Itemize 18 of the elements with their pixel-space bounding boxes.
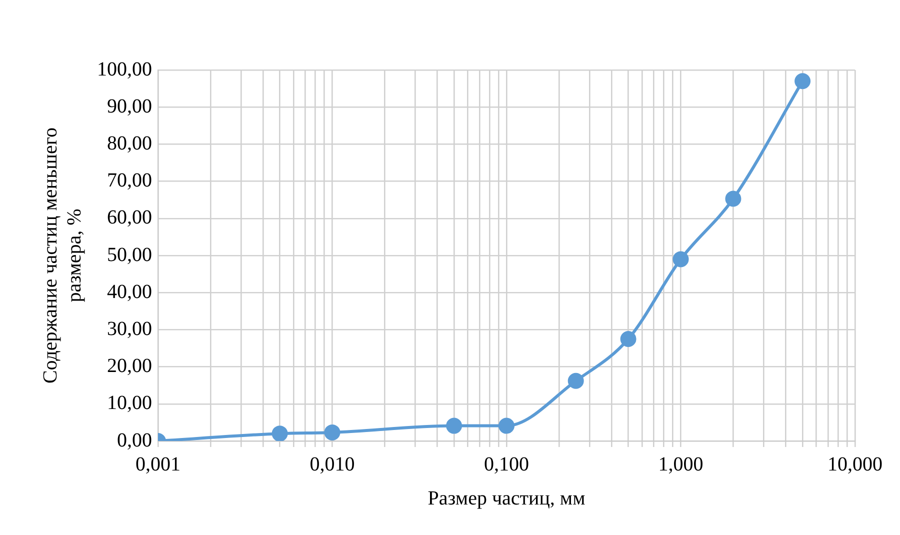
y-tick-label: 90,00 [107, 95, 152, 118]
y-tick-label: 60,00 [107, 206, 152, 229]
y-tick-label: 20,00 [107, 355, 152, 378]
y-axis-title: Содержание частиц меньшего размера, % [39, 127, 86, 384]
x-tick-label: 0,001 [136, 453, 180, 476]
y-tick-label: 80,00 [107, 132, 152, 154]
x-axis-title: Размер частиц, мм [428, 487, 586, 510]
y-tick-label: 10,00 [107, 392, 152, 414]
y-tick-label: 40,00 [107, 280, 152, 303]
x-tick-label: 1,000 [658, 453, 704, 476]
x-tick-label: 10,000 [828, 453, 882, 476]
y-tick-label: 70,00 [107, 170, 152, 192]
y-tick-label: 30,00 [107, 318, 152, 340]
x-tick-label: 0,010 [310, 453, 355, 476]
y-tick-label: 100,00 [97, 58, 152, 80]
y-tick-label: 50,00 [107, 244, 152, 266]
y-tick-label: 0,00 [117, 429, 152, 452]
x-tick-label: 0,100 [484, 453, 529, 476]
